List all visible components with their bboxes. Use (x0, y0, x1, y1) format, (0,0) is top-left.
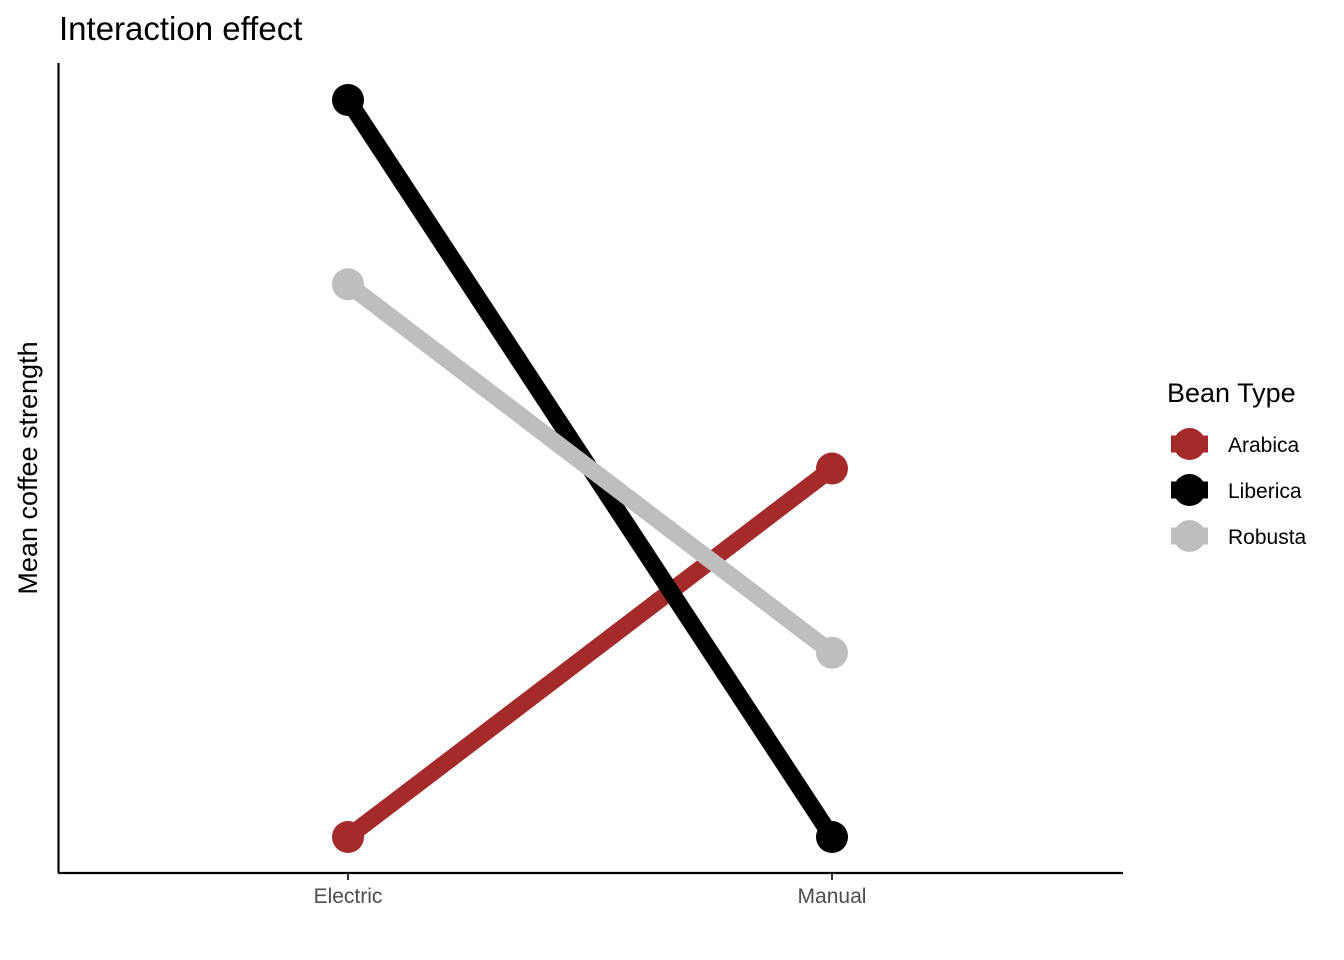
legend-label-liberica: Liberica (1228, 480, 1302, 503)
point-robusta-electric (332, 268, 364, 301)
point-arabica-manual (816, 452, 848, 485)
point-liberica-manual (816, 821, 848, 853)
legend-item-robusta: Robusta (1171, 520, 1307, 552)
y-axis-title: Mean coffee strength (13, 341, 43, 594)
series-points (332, 84, 848, 853)
legend: Bean Type Arabica Liberica Robusta (1167, 378, 1307, 552)
series-line-robusta (342, 277, 838, 660)
point-robusta-manual (816, 636, 848, 669)
legend-title: Bean Type (1167, 378, 1296, 408)
point-arabica-electric (332, 821, 364, 853)
legend-items: Arabica Liberica Robusta (1171, 428, 1307, 552)
legend-label-robusta: Robusta (1228, 526, 1307, 549)
legend-key-point-robusta (1173, 520, 1206, 552)
plot-area: Electric Manual (57, 63, 1123, 908)
legend-key-point-liberica (1173, 474, 1206, 506)
chart-title: Interaction effect (59, 10, 302, 47)
legend-label-arabica: Arabica (1228, 434, 1300, 457)
point-liberica-electric (332, 84, 364, 116)
series-lines (340, 95, 840, 844)
legend-key-point-arabica (1173, 428, 1206, 460)
series-line-arabica (342, 461, 838, 844)
legend-item-arabica: Arabica (1171, 428, 1300, 460)
x-axis-ticks: Electric Manual (314, 873, 867, 908)
legend-item-liberica: Liberica (1171, 474, 1302, 506)
x-tick-label-manual: Manual (798, 885, 867, 908)
x-tick-label-electric: Electric (314, 885, 383, 908)
